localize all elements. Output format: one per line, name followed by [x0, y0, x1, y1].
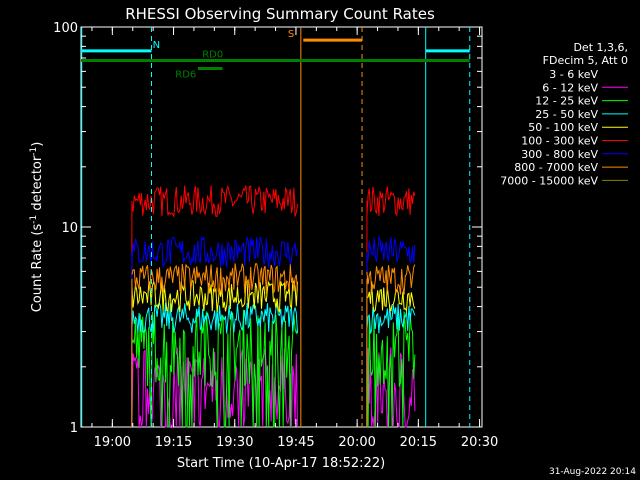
series-3-segment-1	[366, 311, 416, 428]
legend-label-5: 100 - 300 keV	[521, 135, 598, 148]
y-tick-label-2: 100	[53, 21, 78, 36]
y-axis-label-sup2: -1	[29, 147, 39, 156]
x-axis-ticks: 19:00 19:15 19:30 19:45 20:00 20:15 20:30	[91, 27, 498, 450]
chart-title: RHESSI Observing Summary Count Rates	[125, 5, 435, 23]
legend-label-0: 3 - 6 keV	[549, 68, 598, 81]
y-axis-ticks: 1 10 100	[53, 21, 482, 436]
flag-layer: N S RD0 RD6	[81, 29, 470, 81]
series-6-segment-0	[131, 236, 298, 269]
flag-label-RD0: RD0	[202, 49, 223, 60]
series-0-segment-0	[131, 173, 298, 207]
legend-label-3: 25 - 50 keV	[535, 108, 598, 121]
y-axis-label-part1: Count Rate (s	[30, 224, 45, 313]
y-axis-label-part2: detector	[30, 155, 45, 215]
x-axis-label: Start Time (10-Apr-17 18:52:22)	[177, 456, 385, 471]
series-2-segment-0	[131, 347, 298, 429]
footer-timestamp: 31-Aug-2022 20:14	[549, 467, 636, 477]
x-tick-label-4: 20:00	[338, 435, 375, 450]
data-layer	[131, 172, 416, 429]
x-tick-label-6: 20:30	[461, 435, 498, 450]
x-tick-label-0: 19:00	[94, 435, 131, 450]
series-4-segment-1	[366, 303, 416, 334]
legend-header-2: FDecim 5, Att 0	[543, 54, 628, 67]
legend-label-4: 50 - 100 keV	[528, 121, 598, 134]
series-5-segment-1	[366, 281, 416, 313]
legend-label-2: 12 - 25 keV	[535, 95, 598, 108]
series-3-segment-0	[131, 309, 298, 428]
x-tick-label-1: 19:15	[155, 435, 192, 450]
series-1-segment-1	[366, 186, 416, 217]
x-tick-label-3: 19:45	[277, 435, 314, 450]
series-6-segment-1	[366, 235, 416, 265]
legend-label-6: 300 - 800 keV	[521, 148, 598, 161]
series-7-segment-1	[366, 264, 416, 295]
flag-label-S: S	[288, 29, 294, 40]
y-axis-label: Count Rate (s-1 detector-1)	[29, 142, 45, 313]
x-tick-label-5: 20:15	[400, 435, 437, 450]
y-axis-label-sup1: -1	[29, 215, 39, 224]
y-tick-label-0: 1	[70, 421, 78, 436]
x-tick-label-2: 19:30	[216, 435, 253, 450]
y-axis-label-part3: )	[30, 142, 45, 147]
flag-label-N: N	[153, 40, 160, 51]
legend-label-1: 6 - 12 keV	[542, 81, 598, 94]
series-0-segment-1	[366, 172, 416, 204]
plot-area: N S RD0 RD6 19:00 19:15 19:30 19:45 20:00 20:15 2…	[53, 21, 498, 450]
y-tick-label-1: 10	[61, 221, 78, 236]
legend-label-7: 800 - 7000 keV	[514, 161, 598, 174]
legend-header-1: Det 1,3,6,	[573, 41, 628, 54]
flag-label-RD6: RD6	[175, 70, 196, 81]
series-7-segment-0	[131, 263, 298, 296]
legend-label-8: 7000 - 15000 keV	[500, 174, 598, 187]
series-1-segment-0	[131, 184, 298, 219]
